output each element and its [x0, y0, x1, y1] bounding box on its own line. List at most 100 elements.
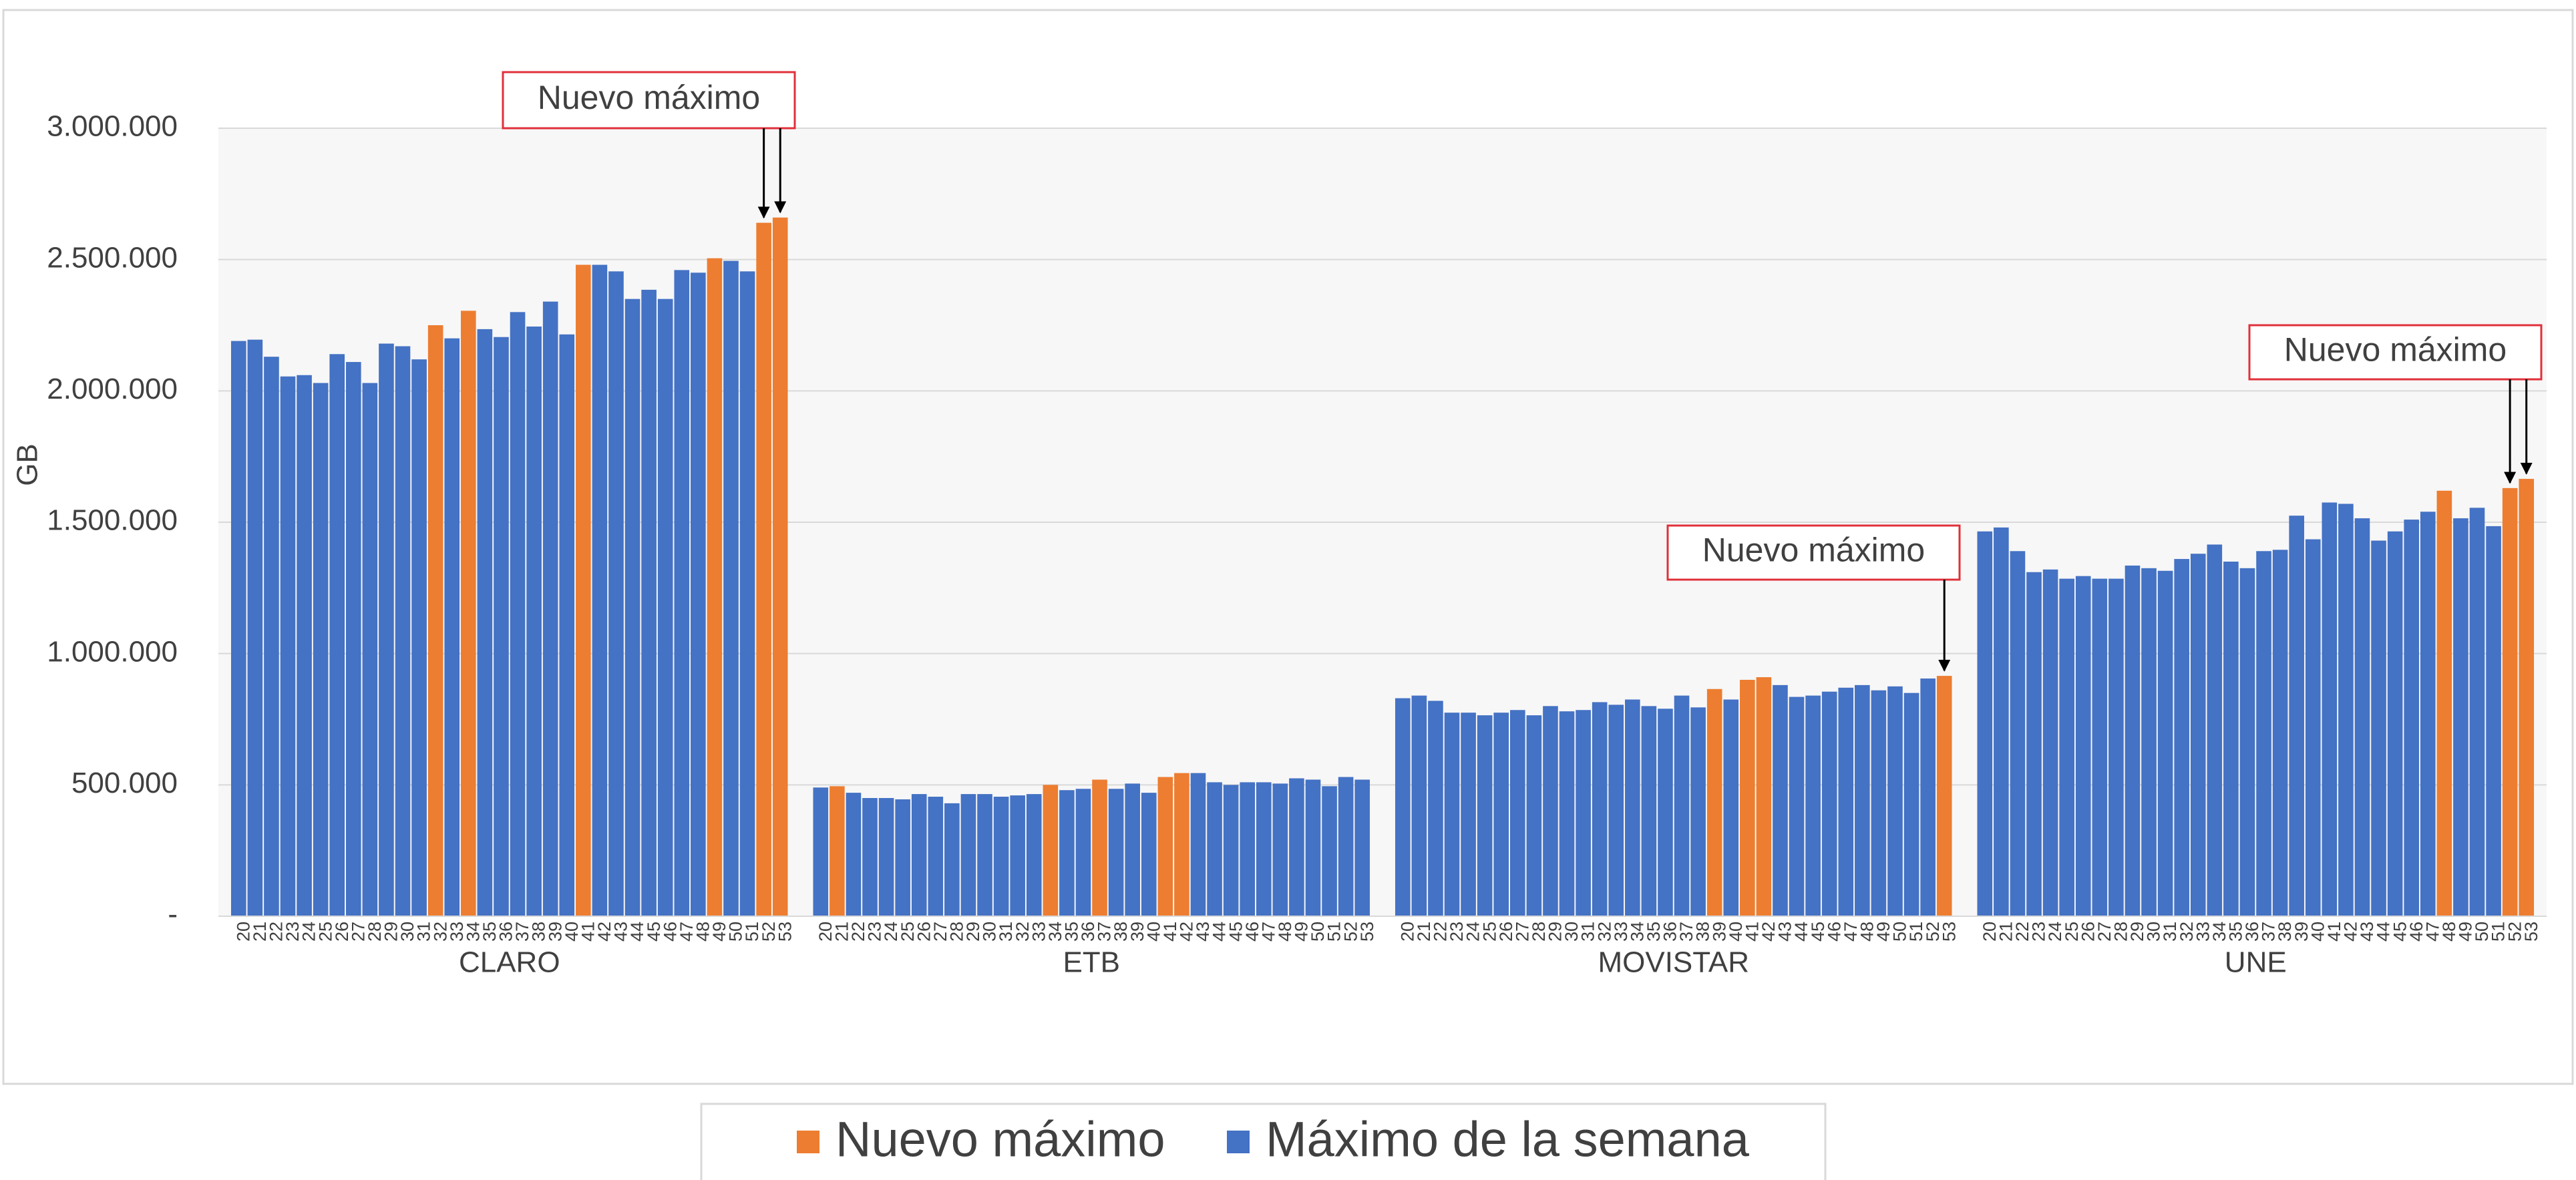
bar	[1903, 693, 1919, 916]
x-tick-label: 39	[1709, 922, 1729, 942]
bar	[542, 301, 558, 917]
bar	[461, 311, 476, 916]
bar	[2486, 526, 2501, 916]
bar	[2519, 479, 2535, 916]
x-tick-label: 30	[980, 922, 1000, 942]
x-tick-label: 23	[865, 922, 885, 942]
x-tick-label: 37	[1676, 922, 1696, 942]
x-tick-label: 48	[1275, 922, 1295, 942]
x-tick-label: 35	[1644, 922, 1664, 942]
bar	[1509, 710, 1525, 916]
x-tick-label: 51	[1906, 922, 1926, 942]
bar	[2108, 578, 2124, 916]
x-tick-label: 49	[1873, 922, 1893, 942]
legend-label: Nuevo máximo	[836, 1112, 1165, 1167]
x-tick-label: 37	[512, 922, 532, 942]
x-tick-label: 34	[1045, 922, 1065, 942]
annotation-text: Nuevo máximo	[538, 79, 760, 116]
bar	[494, 337, 509, 916]
annotation-box	[2248, 324, 2543, 381]
x-tick-label: 32	[430, 922, 450, 942]
bar	[1395, 698, 1411, 916]
x-tick-label: 24	[1463, 922, 1483, 942]
x-tick-label: 23	[283, 922, 303, 942]
x-tick-label: 42	[1759, 922, 1779, 942]
x-tick-label: 42	[1177, 922, 1197, 942]
bar	[641, 289, 657, 916]
bar	[313, 383, 329, 916]
bar	[1444, 713, 1460, 916]
bar	[707, 258, 723, 916]
bar	[2371, 540, 2386, 916]
x-tick-label: 31	[1578, 922, 1598, 942]
x-tick-label: 27	[1512, 922, 1532, 942]
y-tick-label: 500.000	[71, 767, 178, 799]
bar	[592, 264, 608, 916]
bar	[1092, 779, 1107, 916]
bar	[2272, 550, 2288, 916]
x-tick-label: 45	[1226, 922, 1246, 942]
bar	[1543, 706, 1558, 916]
legend-swatch	[797, 1131, 819, 1153]
x-tick-label: 50	[2472, 922, 2492, 942]
x-tick-label: 40	[2308, 922, 2328, 942]
bar	[2322, 502, 2338, 916]
bar	[1075, 789, 1091, 916]
bar	[1887, 686, 1903, 916]
bar	[1461, 713, 1476, 916]
x-tick-label: 41	[1742, 922, 1762, 942]
y-tick-label: 1.000.000	[47, 635, 178, 668]
x-tick-label: 47	[1841, 922, 1861, 942]
x-tick-label: 33	[2193, 922, 2213, 942]
bar	[1141, 793, 1157, 916]
x-tick-label: 40	[562, 922, 582, 942]
x-tick-label: 24	[299, 922, 319, 942]
bar	[2453, 518, 2468, 916]
bar	[1805, 695, 1821, 916]
bar	[2404, 520, 2420, 916]
x-tick-label: 35	[480, 922, 500, 942]
x-tick-label: 25	[2062, 922, 2082, 942]
x-tick-label: 26	[1496, 922, 1516, 942]
bar	[1838, 687, 1854, 916]
bar	[2387, 531, 2403, 916]
x-tick-label: 33	[447, 922, 467, 942]
bar	[1977, 531, 1993, 916]
x-tick-label: 22	[266, 922, 287, 942]
x-tick-label: 48	[693, 922, 713, 942]
bar	[2174, 559, 2189, 916]
x-tick-label: 34	[2209, 922, 2229, 942]
bar	[1641, 706, 1657, 916]
bar	[1157, 777, 1173, 916]
x-tick-label: 36	[2242, 922, 2262, 942]
bar	[1240, 782, 1256, 916]
x-tick-label: 38	[2275, 922, 2295, 942]
x-tick-label: 28	[1529, 922, 1549, 942]
x-tick-label: 52	[1923, 922, 1943, 942]
bar	[1305, 779, 1321, 916]
bar	[846, 793, 862, 916]
x-tick-label: 34	[1627, 922, 1647, 942]
bar	[230, 341, 246, 917]
x-tick-label: 31	[414, 922, 434, 942]
annotation-box	[1666, 524, 1961, 581]
x-tick-label: 29	[2127, 922, 2147, 942]
bar	[1223, 785, 1239, 916]
bar	[2420, 512, 2436, 916]
bar	[2010, 551, 2026, 916]
x-tick-label: 50	[1308, 922, 1328, 942]
x-tick-label: 46	[2406, 922, 2426, 942]
x-tick-label: 31	[2160, 922, 2180, 942]
x-tick-label: 30	[1561, 922, 1582, 942]
bar	[1010, 795, 1025, 916]
bar	[1674, 695, 1690, 916]
x-tick-label: 27	[2094, 922, 2114, 942]
annotation-text: Nuevo máximo	[2284, 331, 2507, 369]
bar	[2092, 578, 2108, 916]
bar	[2256, 551, 2271, 916]
bar	[1174, 773, 1189, 916]
x-tick-label: 45	[2390, 922, 2410, 942]
group-label: CLARO	[459, 946, 560, 979]
x-tick-label: 48	[1857, 922, 1877, 942]
